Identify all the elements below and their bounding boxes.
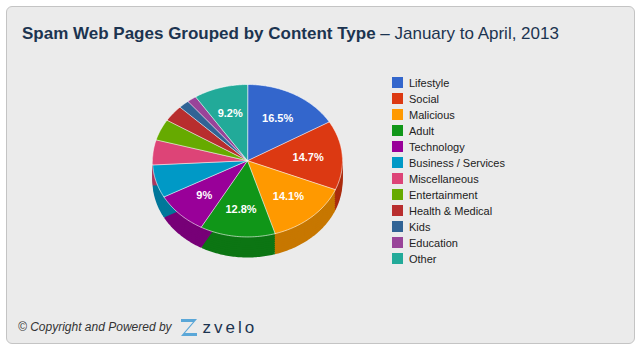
html-text:Social: Social <box>409 93 439 105</box>
svg-text:9.2%: 9.2% <box>218 107 243 119</box>
html-text:© Copyright and Powered by: © Copyright and Powered by <box>18 320 172 334</box>
html-text:Lifestyle: Lifestyle <box>409 77 450 89</box>
html-text:Business / Services: Business / Services <box>409 157 505 169</box>
html-text:Technology: Technology <box>409 141 465 153</box>
svg-text:16.5%: 16.5% <box>262 112 293 124</box>
html-text:Malicious: Malicious <box>409 109 455 121</box>
html-text:zvelo: zvelo <box>202 318 258 337</box>
html-text:Spam Web Pages Grouped by Cont: Spam Web Pages Grouped by Content Type –… <box>22 24 559 43</box>
svg-text:14.1%: 14.1% <box>273 190 304 202</box>
html-text:Kids: Kids <box>409 221 431 233</box>
html-text:Entertainment: Entertainment <box>409 189 478 201</box>
html-text:Education: Education <box>409 237 458 249</box>
svg-text:12.8%: 12.8% <box>225 203 256 215</box>
html-text:Other: Other <box>409 253 437 265</box>
html-text:Health & Medical: Health & Medical <box>409 205 493 217</box>
svg-text:14.7%: 14.7% <box>293 151 324 163</box>
svg-text:9%: 9% <box>196 189 212 201</box>
html-text:Miscellaneous: Miscellaneous <box>409 173 479 185</box>
html-text:Adult: Adult <box>409 125 435 137</box>
